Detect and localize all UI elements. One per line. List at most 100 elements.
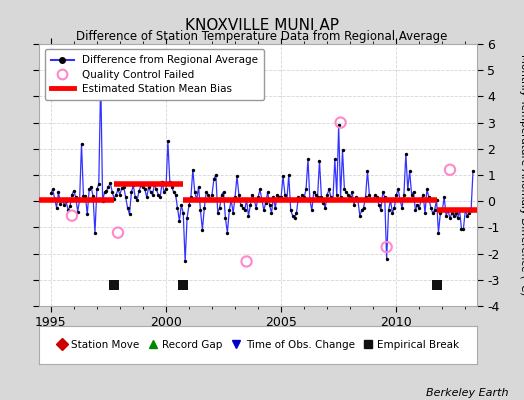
- Point: [329, 197, 337, 203]
- Point: [250, 197, 258, 203]
- Point: [225, 207, 234, 214]
- Point: [406, 168, 414, 174]
- Point: [296, 197, 304, 203]
- Point: [403, 186, 412, 193]
- Point: [215, 204, 224, 211]
- Point: [166, 178, 174, 185]
- Point: [300, 194, 308, 200]
- Point: [179, 210, 188, 216]
- Point: [108, 189, 116, 195]
- Point: [294, 194, 302, 200]
- Point: [75, 197, 84, 203]
- Point: [129, 182, 137, 189]
- Point: [62, 198, 70, 204]
- Point: [235, 192, 243, 198]
- Point: [298, 192, 307, 198]
- Point: [396, 197, 405, 203]
- Point: [148, 192, 157, 198]
- Point: [398, 204, 406, 211]
- Point: [150, 181, 159, 187]
- Point: [89, 193, 97, 199]
- Point: [189, 166, 197, 173]
- Point: [305, 197, 314, 203]
- Point: [383, 256, 391, 262]
- Point: [258, 197, 266, 203]
- Point: [259, 207, 268, 214]
- Point: [248, 192, 257, 198]
- Point: [123, 204, 132, 211]
- Point: [281, 192, 289, 198]
- Point: [383, 244, 391, 250]
- Point: [277, 194, 285, 200]
- Point: [58, 197, 67, 203]
- Point: [380, 194, 389, 200]
- Point: [463, 212, 472, 219]
- Point: [275, 194, 283, 200]
- Point: [116, 192, 124, 198]
- Point: [154, 192, 162, 198]
- Point: [229, 210, 237, 216]
- Point: [321, 204, 330, 211]
- Point: [432, 282, 441, 288]
- Point: [267, 210, 276, 216]
- Point: [282, 197, 291, 203]
- Point: [446, 215, 454, 222]
- Point: [273, 192, 281, 198]
- Point: [114, 186, 122, 193]
- Point: [119, 184, 128, 190]
- Point: [70, 188, 78, 194]
- Point: [221, 215, 230, 222]
- Point: [169, 189, 178, 195]
- Point: [455, 207, 464, 214]
- Point: [339, 147, 347, 153]
- Point: [409, 189, 418, 195]
- Point: [400, 192, 408, 198]
- Point: [54, 189, 63, 195]
- Point: [191, 189, 199, 195]
- Point: [206, 197, 214, 203]
- Point: [91, 230, 99, 236]
- Point: [198, 227, 206, 233]
- Text: KNOXVILLE MUNI AP: KNOXVILLE MUNI AP: [185, 18, 339, 33]
- Point: [315, 157, 324, 164]
- Point: [442, 212, 450, 219]
- Point: [304, 156, 312, 162]
- Point: [145, 184, 153, 190]
- Point: [317, 194, 325, 200]
- Point: [214, 210, 222, 216]
- Point: [196, 207, 205, 214]
- Point: [417, 197, 425, 203]
- Point: [319, 199, 328, 206]
- Point: [261, 199, 270, 206]
- Point: [192, 197, 201, 203]
- Point: [73, 208, 82, 215]
- Text: Berkeley Earth: Berkeley Earth: [426, 388, 508, 398]
- Point: [407, 192, 416, 198]
- Point: [79, 193, 88, 199]
- Legend: Difference from Regional Average, Quality Control Failed, Estimated Station Mean: Difference from Regional Average, Qualit…: [45, 49, 264, 100]
- Point: [423, 186, 431, 193]
- Point: [133, 197, 141, 203]
- Point: [444, 207, 452, 214]
- Point: [336, 194, 345, 200]
- Point: [99, 198, 107, 204]
- Point: [440, 194, 449, 200]
- Point: [244, 212, 253, 219]
- Point: [220, 189, 228, 195]
- Point: [336, 119, 345, 126]
- Point: [457, 226, 466, 232]
- Point: [241, 207, 249, 214]
- Point: [200, 204, 209, 211]
- Point: [238, 204, 247, 211]
- Point: [386, 197, 395, 203]
- Point: [415, 204, 423, 211]
- Point: [446, 166, 454, 173]
- Point: [388, 210, 397, 216]
- Point: [243, 197, 251, 203]
- Point: [101, 189, 109, 195]
- Point: [81, 193, 90, 199]
- Point: [432, 197, 441, 203]
- Point: [168, 184, 176, 190]
- Point: [135, 188, 143, 194]
- Point: [333, 192, 341, 198]
